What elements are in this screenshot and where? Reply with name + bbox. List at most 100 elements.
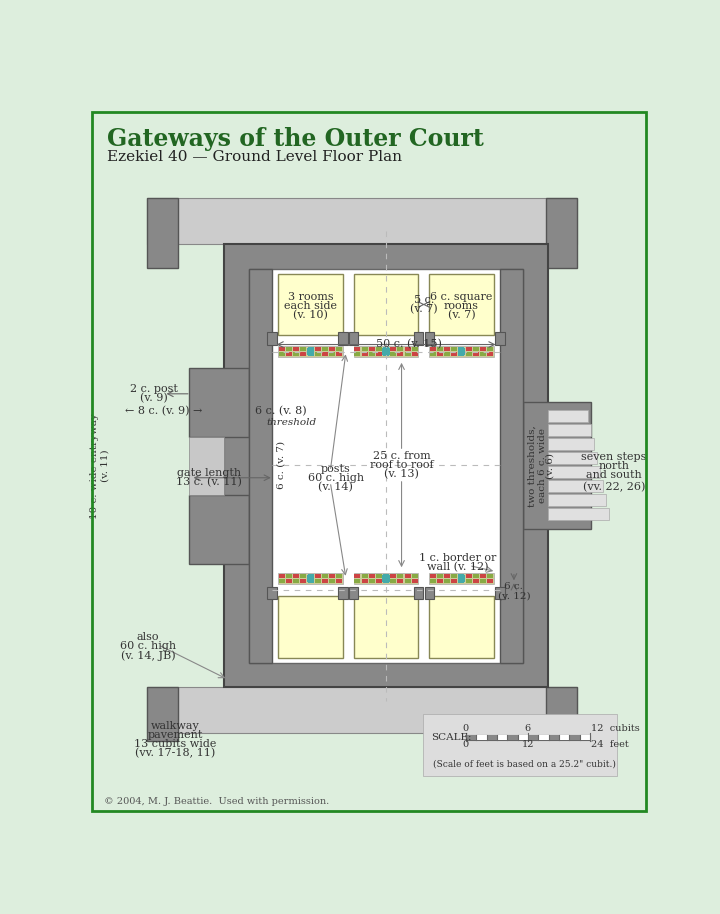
Text: gate length: gate length <box>176 468 240 478</box>
Bar <box>293 347 300 351</box>
Bar <box>405 347 410 351</box>
Bar <box>279 352 285 356</box>
Bar <box>307 347 314 351</box>
Bar <box>293 579 300 583</box>
Bar <box>336 579 342 583</box>
Text: roof to roof: roof to roof <box>370 460 433 470</box>
Bar <box>338 587 348 600</box>
Bar <box>487 735 497 739</box>
Text: 24  feet: 24 feet <box>591 740 629 749</box>
Bar <box>286 574 292 579</box>
Text: north: north <box>598 461 629 471</box>
Bar <box>548 452 597 464</box>
Bar <box>412 352 418 356</box>
Bar <box>580 735 590 739</box>
Bar <box>349 587 359 600</box>
Bar <box>286 347 292 351</box>
Text: (Scale of feet is based on a 25.2" cubit.): (Scale of feet is based on a 25.2" cubit… <box>433 760 616 769</box>
Text: Ezekiel 40 — Ground Level Floor Plan: Ezekiel 40 — Ground Level Floor Plan <box>107 151 402 165</box>
Bar <box>444 352 450 356</box>
Bar <box>382 575 390 582</box>
Bar <box>480 574 486 579</box>
Bar <box>336 347 342 351</box>
Bar <box>437 347 443 351</box>
Bar <box>480 352 486 356</box>
Text: 6 c. (v. 7): 6 c. (v. 7) <box>277 441 286 489</box>
Bar <box>459 352 464 356</box>
Bar <box>329 574 335 579</box>
Bar <box>473 574 479 579</box>
Bar <box>473 579 479 583</box>
Bar <box>376 579 382 583</box>
Bar <box>549 735 559 739</box>
Text: (v. 7): (v. 7) <box>410 304 438 314</box>
Bar <box>412 579 418 583</box>
Bar <box>147 198 577 244</box>
Text: threshold: threshold <box>266 419 317 427</box>
Bar <box>390 579 396 583</box>
Bar <box>383 574 389 579</box>
Bar <box>423 714 617 776</box>
Bar <box>487 574 493 579</box>
Bar <box>437 579 443 583</box>
Bar <box>189 367 249 437</box>
Bar <box>397 347 403 351</box>
Text: 50 c. (v. 15): 50 c. (v. 15) <box>377 339 442 350</box>
Bar <box>405 574 410 579</box>
Bar <box>329 347 335 351</box>
Bar <box>546 687 577 741</box>
Text: (v. 9): (v. 9) <box>140 393 168 404</box>
Bar <box>361 347 367 351</box>
Bar <box>548 507 609 520</box>
Bar <box>322 352 328 356</box>
Bar <box>548 410 588 422</box>
Bar <box>354 347 361 351</box>
Bar <box>376 352 382 356</box>
Text: 6: 6 <box>525 724 531 733</box>
Text: 2 c. post: 2 c. post <box>130 384 178 394</box>
Bar <box>189 437 224 494</box>
Bar <box>397 579 403 583</box>
Bar <box>444 579 450 583</box>
Bar <box>300 574 307 579</box>
Bar <box>279 574 285 579</box>
Bar <box>369 347 374 351</box>
Bar <box>546 198 577 268</box>
Bar <box>405 579 410 583</box>
Text: 60 c. high: 60 c. high <box>307 473 364 484</box>
Bar <box>361 352 367 356</box>
Text: (v. 10): (v. 10) <box>293 310 328 321</box>
Bar <box>487 579 493 583</box>
Bar <box>500 269 523 663</box>
Bar <box>548 424 590 436</box>
Bar <box>425 587 434 600</box>
Bar <box>548 466 600 478</box>
Text: (vv. 22, 26): (vv. 22, 26) <box>582 483 645 493</box>
Bar <box>548 480 603 492</box>
Bar <box>466 735 476 739</box>
Text: 6 c.: 6 c. <box>505 582 523 590</box>
Text: seven steps: seven steps <box>581 452 647 462</box>
Bar <box>466 347 472 351</box>
Bar <box>322 347 328 351</box>
Bar <box>466 579 472 583</box>
Text: 1 c. border or: 1 c. border or <box>418 553 496 563</box>
Bar <box>286 352 292 356</box>
Text: 0: 0 <box>463 724 469 733</box>
Bar <box>336 352 342 356</box>
Bar <box>354 273 418 335</box>
Bar <box>466 735 590 739</box>
Bar <box>466 574 472 579</box>
Bar <box>528 735 539 739</box>
Bar <box>451 352 457 356</box>
Bar <box>459 574 464 579</box>
Text: 0: 0 <box>463 740 469 749</box>
Bar <box>414 332 423 345</box>
Text: pavement: pavement <box>148 730 203 740</box>
Bar <box>369 579 374 583</box>
Text: (v. 6): (v. 6) <box>546 452 555 479</box>
Bar <box>354 573 418 584</box>
Bar <box>451 574 457 579</box>
Text: 10 c. wide entryway
(v. 11): 10 c. wide entryway (v. 11) <box>91 413 109 518</box>
Bar <box>147 687 577 733</box>
